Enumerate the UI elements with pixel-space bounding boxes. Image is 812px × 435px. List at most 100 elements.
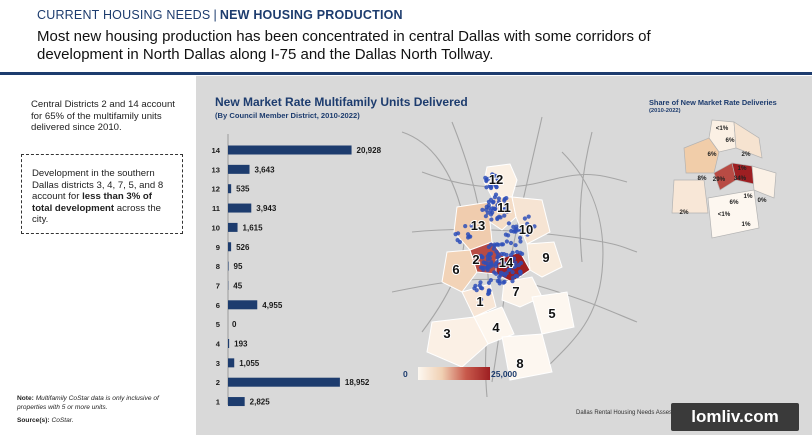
share-district-south xyxy=(707,189,760,239)
source-line: Source(s): CoStar. xyxy=(17,417,74,424)
project-point xyxy=(469,223,474,228)
project-point xyxy=(489,261,494,267)
project-point xyxy=(518,228,523,233)
value-label: 1,055 xyxy=(239,359,260,368)
bar xyxy=(228,358,235,368)
share-label: <1% xyxy=(716,125,729,132)
project-point xyxy=(500,260,505,265)
page-header: CURRENT HOUSING NEEDS | NEW HOUSING PRODUC… xyxy=(0,0,812,76)
project-point xyxy=(508,261,513,266)
project-point xyxy=(463,224,468,229)
project-point xyxy=(483,207,489,212)
share-label: 1% xyxy=(738,165,747,172)
category-label: 6 xyxy=(216,301,220,310)
project-point xyxy=(509,228,514,234)
project-point xyxy=(518,239,523,244)
source-text: CoStar. xyxy=(49,417,74,424)
project-point xyxy=(515,249,520,255)
project-point xyxy=(515,274,520,279)
share-label: 8% xyxy=(698,175,707,182)
bar xyxy=(228,242,232,252)
district-label: 13 xyxy=(471,218,485,233)
footnote-label: Note: xyxy=(17,395,34,402)
project-point xyxy=(506,221,511,226)
project-point xyxy=(486,244,491,250)
kicker-topic: NEW HOUSING PRODUCTION xyxy=(219,8,403,22)
share-label: 1% xyxy=(742,221,751,228)
project-point xyxy=(487,183,492,189)
district-5-area xyxy=(531,291,575,335)
callout-box: Development in the southern Dallas distr… xyxy=(21,154,183,234)
share-label: <1% xyxy=(718,211,731,218)
bar xyxy=(228,261,229,271)
project-point xyxy=(504,239,509,244)
share-map: <1% 6% 6% 2% 1% 8% 29% 34% 1% 6% 0% 2% <1% 1% xyxy=(671,119,777,239)
bar xyxy=(228,397,245,407)
project-point xyxy=(498,273,503,278)
project-point xyxy=(512,265,517,270)
category-label: 10 xyxy=(212,223,220,232)
project-point xyxy=(478,253,484,258)
legend-min-label: 0 xyxy=(403,369,408,379)
project-point xyxy=(513,260,518,265)
share-labels: <1% 6% 6% 2% 1% 8% 29% 34% 1% 6% 0% 2% <1% 1% xyxy=(680,125,767,228)
project-point xyxy=(478,280,483,285)
project-point xyxy=(525,221,530,226)
share-map-subtitle: (2010-2022) xyxy=(649,108,681,114)
project-point xyxy=(494,249,499,254)
project-point xyxy=(494,271,499,276)
category-label: 11 xyxy=(212,204,221,213)
project-point xyxy=(529,227,534,233)
project-point xyxy=(481,260,486,265)
project-point xyxy=(490,172,495,177)
bar xyxy=(228,164,250,174)
bar xyxy=(228,145,352,155)
district-map: 12 11 13 10 2 14 9 6 7 1 5 4 3 8 xyxy=(392,116,638,398)
project-point xyxy=(495,215,500,221)
project-point xyxy=(532,224,537,229)
callout-emphasis: less than 3% of total development xyxy=(32,191,152,214)
share-label: 6% xyxy=(708,151,717,158)
value-label: 526 xyxy=(236,243,250,252)
project-point xyxy=(478,285,483,290)
project-point xyxy=(502,213,507,218)
project-point xyxy=(483,214,488,219)
district-label: 2 xyxy=(472,252,479,267)
sidebar: Central Districts 2 and 14 account for 6… xyxy=(0,76,196,435)
share-label: 2% xyxy=(680,209,689,216)
district-label: 8 xyxy=(516,356,523,371)
category-label: 7 xyxy=(216,281,220,290)
bar xyxy=(228,203,252,213)
watermark: lomliv.com xyxy=(671,403,799,431)
district-label: 7 xyxy=(512,284,519,299)
district-6-area xyxy=(441,249,478,293)
share-district-southwest xyxy=(671,179,709,214)
share-label: 2% xyxy=(742,151,751,158)
project-point xyxy=(502,279,507,284)
chart-panel: New Market Rate Multifamily Units Delive… xyxy=(196,76,812,435)
district-label: 1 xyxy=(476,294,483,309)
project-point xyxy=(493,264,499,269)
page-headline: Most new housing production has been con… xyxy=(37,28,651,63)
project-point xyxy=(504,271,509,276)
category-label: 3 xyxy=(216,359,220,368)
kicker-section: CURRENT HOUSING NEEDS xyxy=(37,8,211,22)
value-label: 20,928 xyxy=(357,146,382,155)
project-point xyxy=(516,263,521,268)
category-label: 4 xyxy=(216,340,221,349)
share-map-title: Share of New Market Rate Deliveries xyxy=(649,98,777,107)
project-point xyxy=(456,231,461,236)
category-label: 13 xyxy=(212,165,220,174)
category-label: 14 xyxy=(212,146,221,155)
category-label: 2 xyxy=(216,378,220,387)
project-point xyxy=(514,224,519,229)
value-label: 4,955 xyxy=(262,301,283,310)
share-label: 6% xyxy=(730,199,739,206)
project-point xyxy=(498,215,503,220)
district-9-area xyxy=(526,241,563,278)
category-label: 8 xyxy=(216,262,220,271)
project-point xyxy=(492,181,497,186)
project-point xyxy=(489,217,494,222)
project-point xyxy=(510,279,515,284)
